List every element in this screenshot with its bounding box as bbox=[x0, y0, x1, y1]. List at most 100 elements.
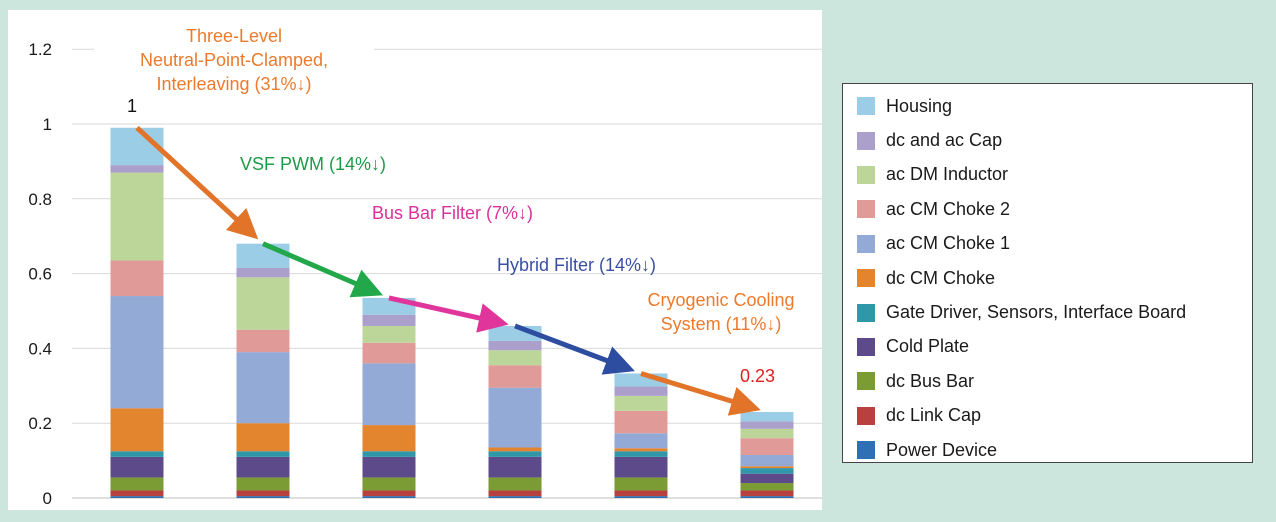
annotation-line: Neutral-Point-Clamped, bbox=[139, 50, 329, 70]
bar-segment bbox=[740, 454, 794, 467]
y-tick-label: 0.2 bbox=[28, 414, 52, 433]
annotation-hybrid-filter: Hybrid Filter (14%↓) bbox=[497, 253, 656, 277]
annotation-line: VSF PWM (14%↓) bbox=[240, 154, 387, 174]
bar-segment bbox=[110, 477, 164, 491]
y-tick-label: 1.2 bbox=[28, 40, 52, 59]
legend-swatch bbox=[857, 372, 875, 391]
y-tick-label: 0.8 bbox=[28, 190, 52, 209]
legend-label: dc Bus Bar bbox=[886, 370, 975, 391]
legend-swatch bbox=[857, 441, 875, 460]
bar-segment bbox=[110, 496, 164, 498]
bar-segment bbox=[488, 477, 542, 491]
bar-segment bbox=[362, 496, 416, 498]
trend-arrow bbox=[135, 125, 259, 240]
legend-swatch bbox=[857, 165, 875, 184]
bar-segment bbox=[488, 387, 542, 448]
bar-segment bbox=[110, 296, 164, 409]
bar-segment bbox=[488, 496, 542, 498]
bar-segment bbox=[740, 411, 794, 422]
bar-segment bbox=[362, 342, 416, 364]
annotation-three-level: Three-Level Neutral-Point-Clamped, Interle… bbox=[94, 24, 374, 96]
annotation-cryogenic-cooling: Cryogenic Cooling System (11%↓) bbox=[626, 288, 816, 336]
bar-segment bbox=[236, 277, 290, 330]
legend-item: ac DM Inductor bbox=[857, 158, 1252, 192]
annotation-line: Bus Bar Filter (7%↓) bbox=[372, 203, 534, 223]
legend-swatch bbox=[857, 131, 875, 150]
bar-segment bbox=[362, 363, 416, 426]
bar-segment bbox=[110, 260, 164, 297]
legend-label: Cold Plate bbox=[886, 336, 970, 357]
bar-segment bbox=[488, 456, 542, 478]
bar-segment bbox=[740, 490, 794, 497]
annotation-line: Hybrid Filter (14%↓) bbox=[497, 255, 657, 275]
bar-segment bbox=[236, 243, 290, 268]
legend-item: dc Bus Bar bbox=[857, 364, 1252, 398]
legend-swatch bbox=[857, 200, 875, 219]
annotation-line: System (11%↓) bbox=[660, 314, 782, 334]
legend-label: ac CM Choke 2 bbox=[886, 198, 1011, 219]
legend-swatch bbox=[857, 97, 875, 116]
bar-segment bbox=[614, 456, 668, 478]
annotation-bus-bar-filter: Bus Bar Filter (7%↓) bbox=[372, 201, 533, 225]
legend-swatch bbox=[857, 269, 875, 288]
bar-segment bbox=[110, 456, 164, 478]
bar-segment bbox=[110, 490, 164, 497]
bar-segment bbox=[110, 408, 164, 452]
bar-segment bbox=[362, 490, 416, 497]
trend-arrow bbox=[262, 241, 384, 298]
bar-segment bbox=[614, 490, 668, 497]
legend-swatch bbox=[857, 406, 875, 425]
legend-swatch bbox=[857, 303, 875, 322]
bar-segment bbox=[236, 477, 290, 491]
bar-segment bbox=[488, 340, 542, 351]
bar-segment bbox=[488, 447, 542, 452]
bar-segment bbox=[740, 428, 794, 439]
bar-segment bbox=[740, 438, 794, 455]
bar-segment bbox=[614, 395, 668, 411]
bar-segment bbox=[110, 165, 164, 173]
bar-segment bbox=[110, 451, 164, 457]
y-tick-label: 1 bbox=[43, 115, 52, 134]
bar-segment bbox=[614, 433, 668, 449]
legend-item: dc CM Choke bbox=[857, 261, 1252, 295]
bar-segment bbox=[614, 448, 668, 452]
legend-swatch bbox=[857, 337, 875, 356]
bar-segment bbox=[362, 325, 416, 343]
bar-segment bbox=[362, 451, 416, 457]
end-value-label: 0.23 bbox=[740, 366, 776, 386]
legend-label: dc CM Choke bbox=[886, 267, 996, 288]
y-tick-label: 0.4 bbox=[28, 339, 52, 358]
bar-segment bbox=[362, 477, 416, 491]
bar-segment bbox=[614, 477, 668, 491]
bar-segment bbox=[236, 451, 290, 457]
bar-segment bbox=[614, 496, 668, 498]
bar-segment bbox=[740, 466, 794, 469]
legend-label: Power Device bbox=[886, 439, 998, 460]
annotation-line: Interleaving (31%↓) bbox=[156, 74, 312, 94]
legend-label: ac DM Inductor bbox=[886, 164, 1009, 185]
legend-label: Gate Driver, Sensors, Interface Board bbox=[886, 302, 1187, 323]
annotation-line: Cryogenic Cooling bbox=[647, 290, 795, 310]
bar-segment bbox=[614, 386, 668, 396]
bar-segment bbox=[488, 490, 542, 497]
legend-item: dc Link Cap bbox=[857, 399, 1252, 433]
bar-segment bbox=[236, 329, 290, 353]
legend-item: Housing bbox=[857, 89, 1252, 123]
legend-item: Cold Plate bbox=[857, 330, 1252, 364]
legend: Housing dc and ac Cap ac DM Inductor ac CM … bbox=[842, 83, 1253, 463]
trend-arrow bbox=[388, 295, 509, 333]
legend-item: dc and ac Cap bbox=[857, 123, 1252, 157]
bar-segment bbox=[488, 365, 542, 388]
bar-segment bbox=[740, 468, 794, 474]
trend-arrow bbox=[640, 371, 761, 416]
bar-segment bbox=[236, 456, 290, 478]
y-tick-label: 0 bbox=[43, 489, 52, 508]
legend-label: dc Link Cap bbox=[886, 405, 982, 426]
legend-item: Gate Driver, Sensors, Interface Board bbox=[857, 295, 1252, 329]
bar-segment bbox=[740, 496, 794, 498]
bar-segment bbox=[236, 267, 290, 278]
bar-segment bbox=[740, 483, 794, 491]
bar-segment bbox=[362, 314, 416, 326]
